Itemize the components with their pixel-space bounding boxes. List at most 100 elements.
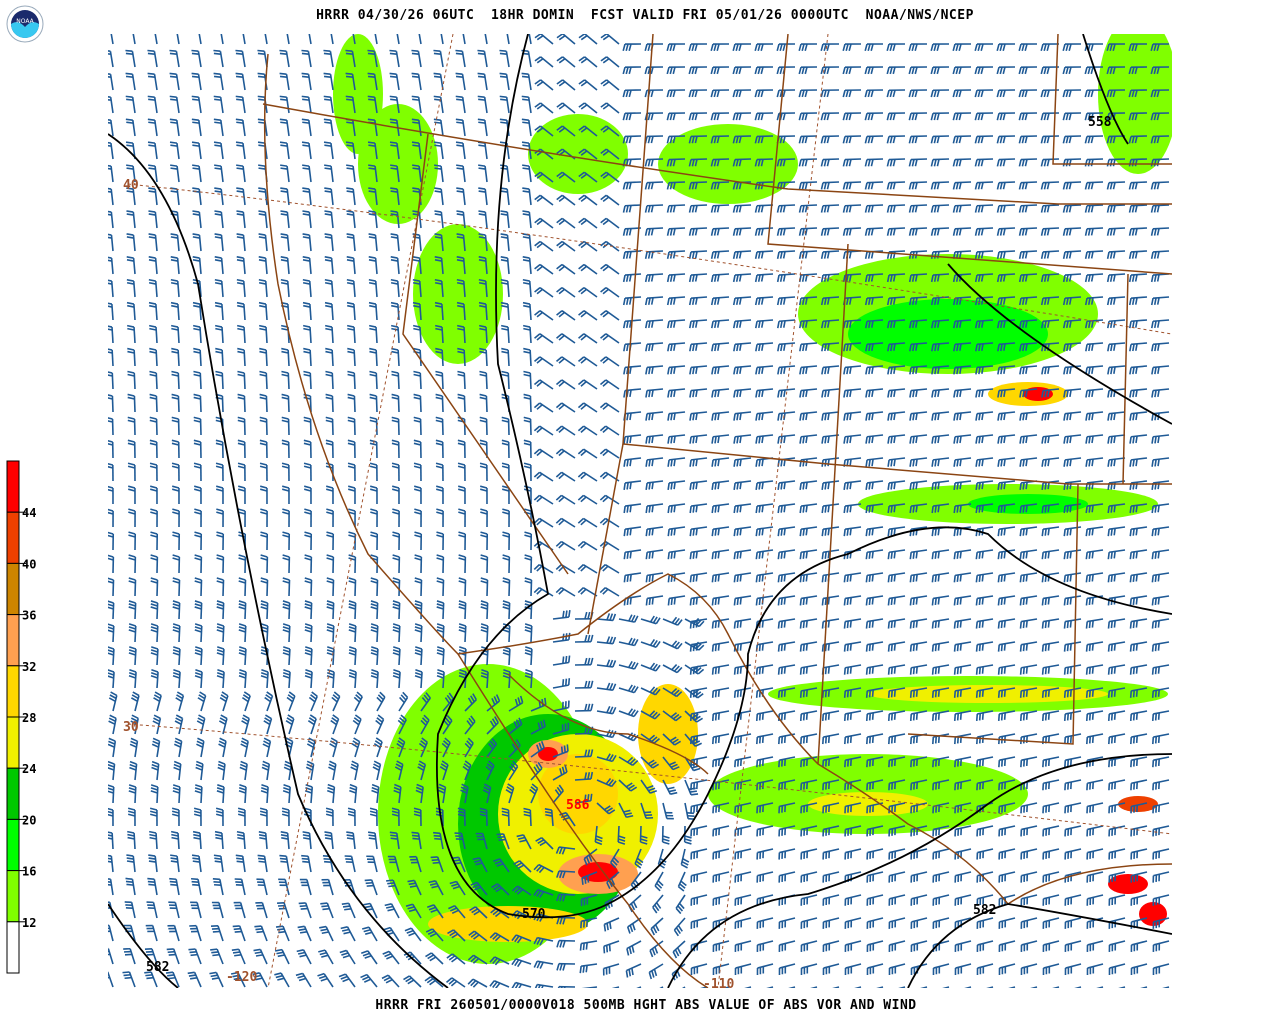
wind-barb: [1042, 963, 1060, 976]
wind-barb: [215, 462, 224, 482]
wind-barb: [756, 963, 774, 976]
wind-barb: [216, 784, 225, 804]
wind-barb: [887, 664, 906, 675]
wind-barb: [755, 411, 774, 421]
wind-barb: [1084, 227, 1104, 236]
wind-barb: [414, 623, 423, 643]
wind-barb: [733, 388, 752, 398]
wind-barb: [170, 301, 180, 321]
wind-barb: [448, 904, 466, 919]
wind-barb: [108, 600, 115, 620]
wind-barb: [128, 623, 137, 643]
wind-barb: [502, 600, 511, 620]
wind-barb: [304, 623, 313, 643]
wind-barb: [997, 480, 1016, 491]
wind-barb: [326, 600, 335, 620]
wind-barb: [778, 848, 796, 860]
wind-barb: [997, 457, 1016, 467]
wind-barb: [192, 301, 202, 321]
wind-barb: [1150, 204, 1170, 213]
wind-barb: [484, 34, 488, 45]
wind-barb: [932, 871, 950, 883]
wind-barb: [381, 974, 400, 988]
wind-barb: [1152, 871, 1170, 883]
wind-barb: [622, 204, 642, 213]
wind-barb: [644, 66, 664, 75]
wind-barb: [237, 439, 246, 459]
wind-barb: [370, 531, 379, 551]
wind-barb: [533, 517, 554, 528]
wind-barb: [149, 485, 158, 505]
wind-barb: [652, 894, 664, 914]
wind-barb: [1151, 457, 1170, 467]
wind-barb: [975, 641, 994, 652]
wind-barb: [172, 646, 181, 666]
wind-barb: [1151, 480, 1170, 491]
wind-barb: [622, 135, 642, 144]
wind-barb: [346, 256, 356, 275]
wind-barb: [279, 141, 290, 160]
wind-barb: [172, 784, 181, 804]
wind-barb: [193, 485, 202, 505]
wind-barb: [144, 971, 158, 988]
wind-barb: [712, 963, 730, 976]
wind-barb: [954, 871, 972, 883]
wind-barb: [456, 233, 466, 252]
wind-barb: [710, 43, 730, 52]
wind-barb: [194, 531, 203, 551]
wind-barb: [345, 49, 356, 68]
wind-barb: [821, 365, 840, 375]
wind-barb: [326, 577, 335, 597]
wind-barb: [1042, 940, 1060, 952]
wind-barb: [710, 89, 730, 98]
wind-barb: [511, 885, 532, 896]
wind-barb: [954, 756, 972, 768]
wind-barb: [364, 879, 378, 896]
wind-barb: [710, 250, 730, 259]
wind-barb: [533, 888, 554, 898]
wind-barb: [954, 779, 972, 791]
wind-barb: [776, 227, 796, 236]
wind-barb: [455, 118, 466, 137]
wind-barb: [457, 347, 466, 367]
wind-barb: [326, 669, 335, 689]
wind-barb: [622, 227, 642, 236]
wind-barb: [215, 439, 224, 459]
wind-barb: [282, 577, 291, 597]
wind-barb: [1020, 802, 1038, 814]
wind-barb: [194, 669, 203, 689]
wind-barb: [952, 66, 972, 75]
wind-barb: [843, 480, 862, 491]
wind-barb: [173, 737, 183, 758]
wind-barb: [470, 881, 488, 896]
wind-barb: [346, 278, 356, 298]
wind-barb: [644, 273, 664, 283]
wind-barb: [574, 749, 594, 758]
wind-barb: [577, 563, 598, 574]
wind-barb: [108, 554, 115, 574]
wind-barb: [147, 877, 158, 896]
wind-barb: [275, 925, 290, 942]
wind-barb: [777, 342, 796, 352]
vorticity-area: [848, 299, 1048, 369]
wind-barb: [108, 325, 114, 344]
wind-barb: [622, 181, 642, 190]
wind-barb: [820, 204, 840, 213]
wind-barb: [149, 807, 158, 827]
wind-barb: [108, 784, 115, 804]
wind-barb: [456, 324, 466, 344]
wind-barb: [1020, 825, 1038, 837]
wind-barb: [832, 986, 840, 988]
wind-barb: [1107, 342, 1126, 352]
wind-barb: [886, 158, 906, 167]
wind-barb: [1085, 342, 1104, 352]
wind-barb: [996, 204, 1016, 213]
wind-barb: [318, 949, 334, 965]
wind-barb: [1150, 135, 1170, 144]
wind-barb: [552, 700, 570, 712]
wind-barb: [341, 902, 356, 919]
wind-barb: [390, 256, 400, 275]
wind-barb: [975, 434, 994, 444]
wind-barb: [147, 118, 158, 137]
